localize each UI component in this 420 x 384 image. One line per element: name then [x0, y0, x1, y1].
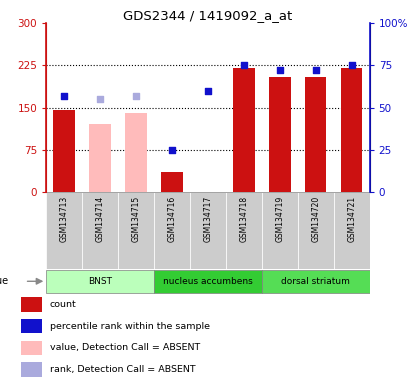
Bar	[269, 76, 291, 192]
Text: GSM134718: GSM134718	[239, 196, 248, 242]
Point	[205, 88, 211, 94]
Bar	[21, 297, 42, 312]
Bar	[46, 270, 154, 293]
Bar	[21, 319, 42, 333]
Bar	[53, 110, 75, 192]
Text: GSM134721: GSM134721	[347, 196, 356, 242]
Bar	[21, 362, 42, 377]
Bar	[190, 192, 226, 269]
Bar	[125, 113, 147, 192]
Point	[241, 62, 247, 68]
Text: GSM134714: GSM134714	[96, 196, 105, 242]
Bar	[233, 68, 255, 192]
Text: GSM134719: GSM134719	[275, 196, 284, 242]
Text: GSM134715: GSM134715	[131, 196, 141, 242]
Text: BNST: BNST	[88, 277, 112, 286]
Bar	[21, 341, 42, 355]
Bar	[341, 68, 362, 192]
Bar	[89, 124, 111, 192]
Bar	[262, 270, 370, 293]
Bar	[262, 192, 298, 269]
Point	[97, 96, 103, 102]
Point	[348, 62, 355, 68]
Point	[312, 67, 319, 73]
Text: tissue: tissue	[0, 276, 8, 286]
Text: GSM134717: GSM134717	[203, 196, 213, 242]
Point	[61, 93, 68, 99]
Text: dorsal striatum: dorsal striatum	[281, 277, 350, 286]
Bar	[154, 270, 262, 293]
Point	[168, 147, 175, 153]
Bar	[161, 172, 183, 192]
Text: percentile rank within the sample: percentile rank within the sample	[50, 322, 210, 331]
Bar	[154, 192, 190, 269]
Text: GSM134713: GSM134713	[60, 196, 68, 242]
Bar	[333, 192, 370, 269]
Text: count: count	[50, 300, 77, 309]
Text: value, Detection Call = ABSENT: value, Detection Call = ABSENT	[50, 343, 200, 353]
Bar	[82, 192, 118, 269]
Bar	[226, 192, 262, 269]
Bar	[118, 192, 154, 269]
Point	[276, 67, 283, 73]
Text: GSM134720: GSM134720	[311, 196, 320, 242]
Title: GDS2344 / 1419092_a_at: GDS2344 / 1419092_a_at	[123, 9, 292, 22]
Bar	[46, 192, 82, 269]
Text: GSM134716: GSM134716	[168, 196, 176, 242]
Text: nucleus accumbens: nucleus accumbens	[163, 277, 253, 286]
Bar	[305, 76, 326, 192]
Point	[133, 93, 139, 99]
Bar	[298, 192, 333, 269]
Text: rank, Detection Call = ABSENT: rank, Detection Call = ABSENT	[50, 365, 196, 374]
